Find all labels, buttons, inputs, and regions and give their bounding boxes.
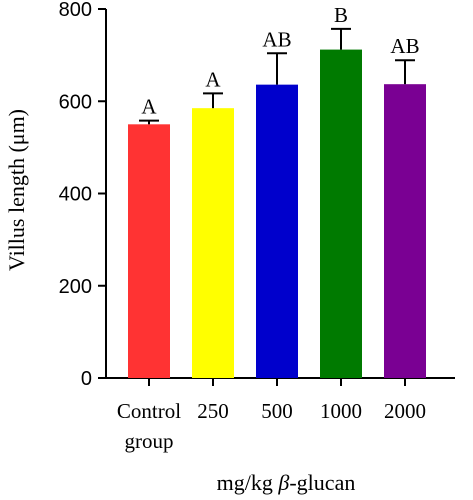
y-axis: 0 200 400 600 800 bbox=[59, 0, 107, 390]
x-tick-label-line: 1000 bbox=[320, 399, 362, 423]
x-axis-title: mg/kg β-glucan bbox=[217, 470, 356, 495]
x-axis-title-italic: β bbox=[277, 470, 289, 495]
bar bbox=[320, 49, 362, 379]
y-tick-label: 0 bbox=[81, 368, 92, 390]
x-axis bbox=[105, 377, 455, 386]
x-tick-label: 2000 bbox=[384, 399, 426, 423]
x-tick-label: 250 bbox=[197, 399, 229, 423]
significance-label: A bbox=[141, 95, 157, 119]
bar bbox=[192, 108, 234, 378]
y-tick-label: 200 bbox=[59, 276, 92, 298]
x-tick-label: 1000 bbox=[320, 399, 362, 423]
significance-label: A bbox=[205, 67, 221, 91]
significance-label: AB bbox=[390, 34, 419, 58]
category-labels: Control group 250 500 1000 2000 bbox=[117, 399, 426, 453]
bars bbox=[128, 49, 426, 379]
error-bars bbox=[139, 27, 415, 125]
bar bbox=[384, 84, 426, 378]
x-axis-title-prefix: mg/kg bbox=[217, 470, 279, 495]
y-tick-label: 800 bbox=[59, 0, 92, 21]
significance-label: AB bbox=[262, 27, 291, 51]
significance-labels: A A AB B AB bbox=[141, 3, 419, 119]
x-tick-label-line: 500 bbox=[261, 399, 293, 423]
x-axis-title-suffix: -glucan bbox=[289, 470, 355, 495]
y-tick-label: 400 bbox=[59, 184, 92, 206]
x-tick-label: Control group bbox=[117, 399, 181, 453]
x-tick-label-line: 250 bbox=[197, 399, 229, 423]
bar bbox=[256, 84, 298, 379]
x-tick-label-line: group bbox=[125, 429, 174, 453]
y-axis-title: Villus length (μm) bbox=[4, 109, 29, 271]
x-tick-label-line: 2000 bbox=[384, 399, 426, 423]
x-tick-label-line: Control bbox=[117, 399, 181, 423]
x-tick-label: 500 bbox=[261, 399, 293, 423]
significance-label: B bbox=[334, 3, 348, 27]
bar bbox=[128, 124, 170, 378]
y-tick-label: 600 bbox=[59, 91, 92, 113]
